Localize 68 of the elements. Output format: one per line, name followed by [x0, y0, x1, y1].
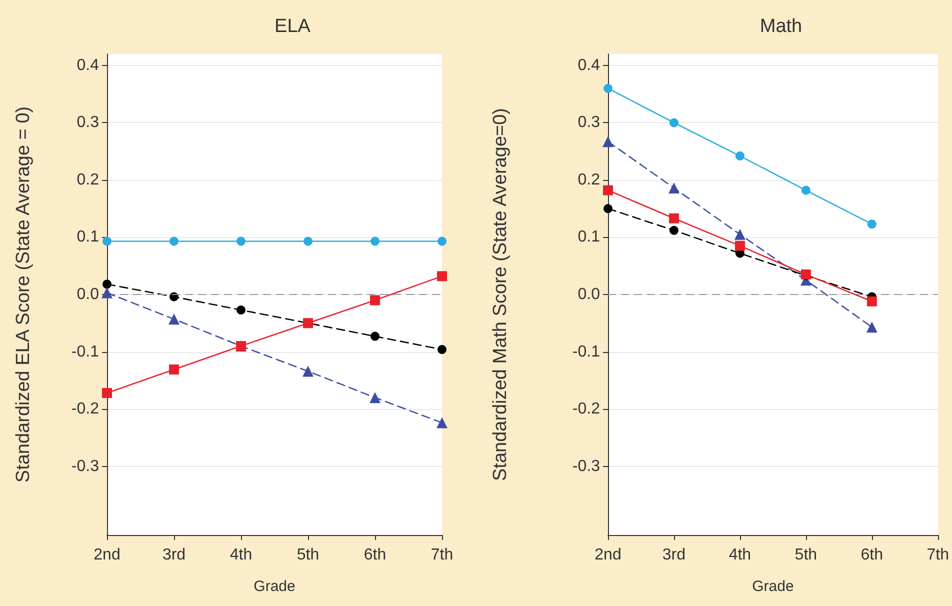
- point: [169, 364, 179, 375]
- y-tick-label: -0.3: [572, 458, 600, 475]
- x-tick-label: 6th: [860, 546, 884, 564]
- point: [867, 220, 876, 229]
- x-axis-title: Grade: [752, 578, 794, 595]
- point: [668, 182, 680, 194]
- y-tick-label: 0.0: [578, 286, 600, 303]
- y-tick-label: -0.2: [572, 400, 600, 418]
- point: [604, 84, 612, 93]
- point: [866, 296, 877, 306]
- point: [236, 305, 246, 314]
- point: [370, 392, 380, 404]
- x-tick-label: 4th: [728, 546, 752, 564]
- point: [102, 236, 112, 246]
- y-axis-title: Standardized ELA Score (State Average = 0): [13, 106, 34, 483]
- y-tick-label: -0.2: [71, 400, 100, 418]
- x-tick-label: 4th: [230, 546, 252, 564]
- point: [370, 236, 380, 246]
- point: [734, 240, 745, 251]
- y-tick-label: -0.1: [572, 343, 600, 360]
- chart-title: Math: [760, 16, 802, 37]
- y-tick-label: 0.3: [76, 114, 100, 132]
- point: [734, 228, 746, 240]
- point: [168, 314, 180, 325]
- x-tick-label: 3rd: [162, 546, 186, 564]
- point: [669, 226, 678, 235]
- x-tick-label: 2nd: [94, 546, 120, 564]
- point: [437, 271, 447, 282]
- point: [102, 388, 112, 398]
- chart-title: ELA: [274, 16, 311, 37]
- y-tick-label: 0.2: [578, 171, 600, 188]
- point: [102, 280, 112, 289]
- y-tick-label: 0.1: [76, 228, 100, 246]
- point: [436, 417, 448, 428]
- point: [668, 213, 679, 224]
- x-tick-label: 7th: [430, 546, 454, 564]
- point: [304, 236, 312, 246]
- y-tick-label: 0.3: [578, 114, 600, 132]
- y-tick-label: 0.1: [578, 228, 600, 246]
- x-tick-label: 6th: [364, 546, 386, 564]
- point: [236, 236, 246, 246]
- point: [170, 236, 178, 246]
- point: [669, 118, 678, 128]
- point: [866, 322, 878, 333]
- point: [603, 185, 613, 196]
- x-tick-label: 5th: [794, 546, 818, 564]
- point: [604, 204, 612, 214]
- point: [302, 366, 314, 377]
- y-tick-label: -0.3: [71, 458, 100, 475]
- point: [438, 236, 446, 246]
- y-tick-label: -0.1: [71, 343, 100, 360]
- point: [370, 332, 380, 341]
- point: [370, 295, 380, 306]
- point: [801, 186, 810, 195]
- point: [438, 344, 446, 354]
- x-tick-label: 5th: [296, 546, 320, 564]
- point: [102, 287, 112, 298]
- x-axis-title: Grade: [254, 578, 296, 595]
- y-tick-label: 0.0: [76, 286, 100, 303]
- point: [602, 136, 614, 148]
- y-axis-title: Standardized Math Score (State Average=0): [490, 108, 511, 482]
- x-tick-label: 7th: [926, 546, 950, 564]
- x-tick-label: 3rd: [662, 546, 686, 564]
- point: [735, 151, 744, 160]
- y-tick-label: 0.4: [578, 56, 600, 74]
- y-tick-label: 0.2: [76, 171, 100, 188]
- x-tick-label: 2nd: [594, 546, 622, 564]
- y-tick-label: 0.4: [76, 56, 100, 74]
